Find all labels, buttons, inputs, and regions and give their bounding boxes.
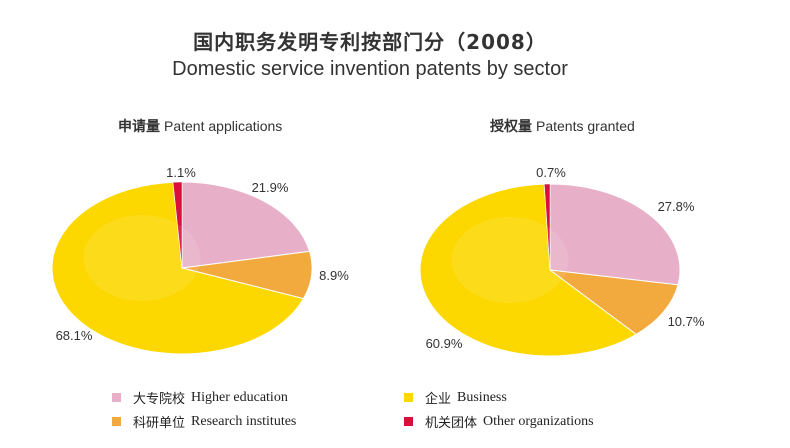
pie-highlight [451, 217, 569, 303]
chart-title-cn: 国内职务发明专利按部门分（2008） [193, 30, 547, 54]
pie-slice-other [544, 183, 551, 271]
legend-swatch-higher-education [112, 393, 121, 402]
legend-swatch-research-institutes [112, 417, 121, 426]
legend-label-cn: 大专院校 [133, 392, 186, 407]
legend-item-business: 企业 Business [404, 388, 507, 407]
subtitle-granted: 授权量 Patents granted [490, 116, 635, 136]
legend-item-research-institutes: 科研单位 Research institutes [112, 412, 296, 431]
pie-label-research-institutes: 8.9% [319, 268, 349, 283]
subtitle-applications: 申请量 Patent applications [118, 116, 282, 136]
subtitle-granted-en: Patents granted [536, 118, 635, 134]
pie-highlight [83, 215, 201, 301]
legend-label-cn: 科研单位 [133, 416, 186, 431]
pie-applications: 21.9% 8.9% 68.1% 1.1% [51, 165, 349, 355]
legend-swatch-business [404, 393, 413, 402]
legend-label-en: Business [457, 389, 507, 405]
pie-label-other: 0.7% [536, 165, 566, 180]
legend-label-cn: 机关团体 [425, 416, 478, 431]
pie-label-business: 68.1% [56, 328, 93, 343]
pie-label-higher-education: 21.9% [252, 180, 289, 195]
pie-slice-higher-education [181, 181, 311, 269]
pie-slice-research-institutes [548, 269, 679, 335]
legend-item-higher-education: 大专院校 Higher education [112, 388, 288, 407]
subtitle-applications-cn: 申请量 [118, 119, 160, 135]
pie-label-research-institutes: 10.7% [668, 314, 705, 329]
pie-label-higher-education: 27.8% [658, 199, 695, 214]
legend-label-en: Other organizations [483, 413, 594, 429]
legend-label-en: Research institutes [191, 413, 297, 429]
pie-slice-higher-education [549, 183, 681, 286]
subtitle-granted-cn: 授权量 [490, 119, 532, 135]
pie-slice-other [172, 181, 183, 269]
pie-label-business: 60.9% [426, 336, 463, 351]
pie-granted: 27.8% 10.7% 60.9% 0.7% [419, 165, 705, 357]
pie-slice-business [419, 183, 638, 357]
pie-label-other: 1.1% [166, 165, 196, 180]
subtitle-applications-en: Patent applications [164, 118, 283, 134]
legend-label-cn: 企业 [425, 392, 452, 407]
legend-swatch-other-organizations [404, 417, 413, 426]
legend-item-other-organizations: 机关团体 Other organizations [404, 412, 594, 431]
chart-title-en: Domestic service invention patents by se… [172, 58, 568, 80]
legend-label-en: Higher education [191, 389, 288, 405]
pie-slice-business [51, 181, 305, 355]
